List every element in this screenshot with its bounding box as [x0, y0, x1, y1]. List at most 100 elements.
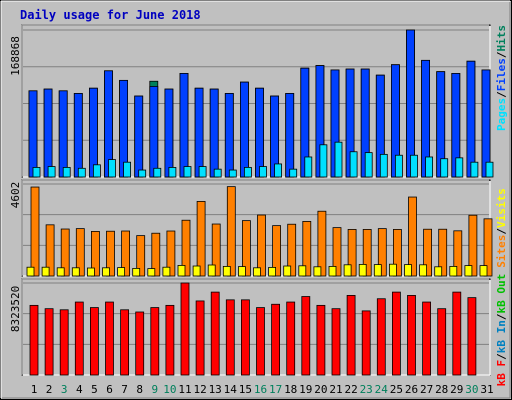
kbf-bar	[120, 309, 129, 376]
day-label: 26	[405, 383, 418, 396]
day-label: 30	[465, 383, 478, 396]
kbf-bar	[240, 299, 250, 376]
sites-bar	[60, 228, 70, 277]
visits-bar	[87, 267, 95, 277]
sites-bar	[438, 228, 448, 277]
kbf-bar	[437, 308, 447, 376]
sites-bar	[75, 228, 85, 277]
legend-sep: /	[495, 353, 508, 360]
kbf-bar	[180, 282, 190, 376]
legend-sep: /	[495, 313, 508, 320]
sites-bar	[151, 232, 161, 277]
legend-visits: Visits	[495, 188, 508, 228]
pages-bar	[32, 167, 41, 178]
files-bar	[58, 90, 68, 178]
pages-bar	[213, 168, 222, 178]
visits-bar	[343, 264, 352, 277]
legend-sites: Sites	[495, 235, 508, 268]
visits-bar	[132, 268, 141, 277]
files-bar	[28, 90, 38, 178]
sites-bar	[468, 214, 478, 277]
day-label: 2	[46, 383, 53, 396]
kbf-bar	[316, 304, 326, 376]
visits-bar	[434, 266, 443, 277]
kbf-bar	[29, 304, 39, 376]
sites-bar	[272, 225, 282, 277]
sites-bar	[332, 227, 342, 277]
kbf-bar	[452, 291, 462, 376]
sites-bar	[317, 210, 327, 277]
kbf-bar	[422, 301, 432, 376]
visits-bar	[373, 264, 382, 277]
sites-bar	[241, 220, 251, 277]
day-label: 16	[254, 383, 267, 396]
day-label: 17	[269, 383, 282, 396]
pages-bar	[153, 167, 162, 178]
day-label: 21	[329, 383, 342, 396]
pages-bar	[319, 144, 328, 178]
files-bar	[179, 73, 189, 178]
kbf-bar	[361, 310, 371, 376]
files-bar	[164, 88, 174, 178]
kbf-bar	[256, 307, 265, 376]
pages-bar	[123, 161, 131, 178]
files-bar	[149, 86, 159, 178]
kbf-bar	[407, 295, 416, 376]
day-label: 6	[106, 383, 113, 396]
sites-bar	[226, 186, 236, 277]
kbf-bar	[271, 303, 281, 376]
files-bar	[194, 87, 204, 178]
visits-bar	[404, 264, 412, 277]
visits-bar	[41, 266, 50, 277]
files-bar	[224, 93, 234, 178]
pages-bar	[228, 169, 237, 178]
files-bar	[43, 88, 53, 178]
pages-bar	[93, 164, 101, 178]
day-label: 27	[420, 383, 433, 396]
sites-bar	[211, 223, 221, 277]
visits-bar	[222, 266, 231, 277]
middle-legend: Sites/Visits	[495, 188, 508, 268]
day-label: 18	[284, 383, 297, 396]
day-labels: 1 2 3 4 5 6 7 8 9 10 11 12 13 14 15 16 17 18 19 20 21 22 23 24 2…	[31, 383, 494, 396]
kbf-bar	[210, 291, 220, 376]
kbf-bar	[467, 297, 477, 376]
bottom-max-label: 8323520	[9, 286, 22, 332]
legend-pages: Pages	[495, 98, 508, 131]
pages-bar	[259, 166, 267, 178]
files-bar	[239, 81, 249, 178]
sites-bar	[453, 230, 463, 277]
visits-bar	[388, 263, 397, 277]
visits-bar	[147, 268, 156, 277]
visits-bar	[56, 267, 65, 277]
kbf-bar	[225, 299, 235, 376]
day-label: 13	[209, 383, 222, 396]
pages-bar	[334, 141, 343, 178]
day-label: 24	[375, 383, 389, 396]
pages-bar	[62, 167, 71, 178]
files-bar	[481, 69, 491, 178]
day-label: 29	[450, 383, 463, 396]
day-label: 28	[435, 383, 448, 396]
visits-bar	[268, 267, 277, 277]
sites-bar	[377, 228, 387, 277]
sites-bar	[287, 223, 297, 277]
files-bar	[209, 88, 219, 178]
visits-bar	[328, 266, 337, 277]
sites-bar	[302, 221, 312, 277]
kbf-bar	[150, 307, 160, 376]
files-bar	[73, 93, 83, 178]
legend-sep: /	[495, 51, 508, 58]
sites-bar	[257, 214, 266, 277]
day-label: 5	[91, 383, 98, 396]
day-label: 23	[360, 383, 373, 396]
visits-bar	[464, 265, 473, 277]
pages-bar	[485, 161, 494, 178]
day-label: 7	[121, 383, 128, 396]
pages-bar	[304, 156, 313, 178]
sites-bar	[181, 219, 191, 277]
pages-bar	[455, 157, 464, 178]
visits-bar	[207, 264, 216, 277]
kbf-bar	[346, 295, 356, 376]
pages-bar	[274, 163, 283, 178]
